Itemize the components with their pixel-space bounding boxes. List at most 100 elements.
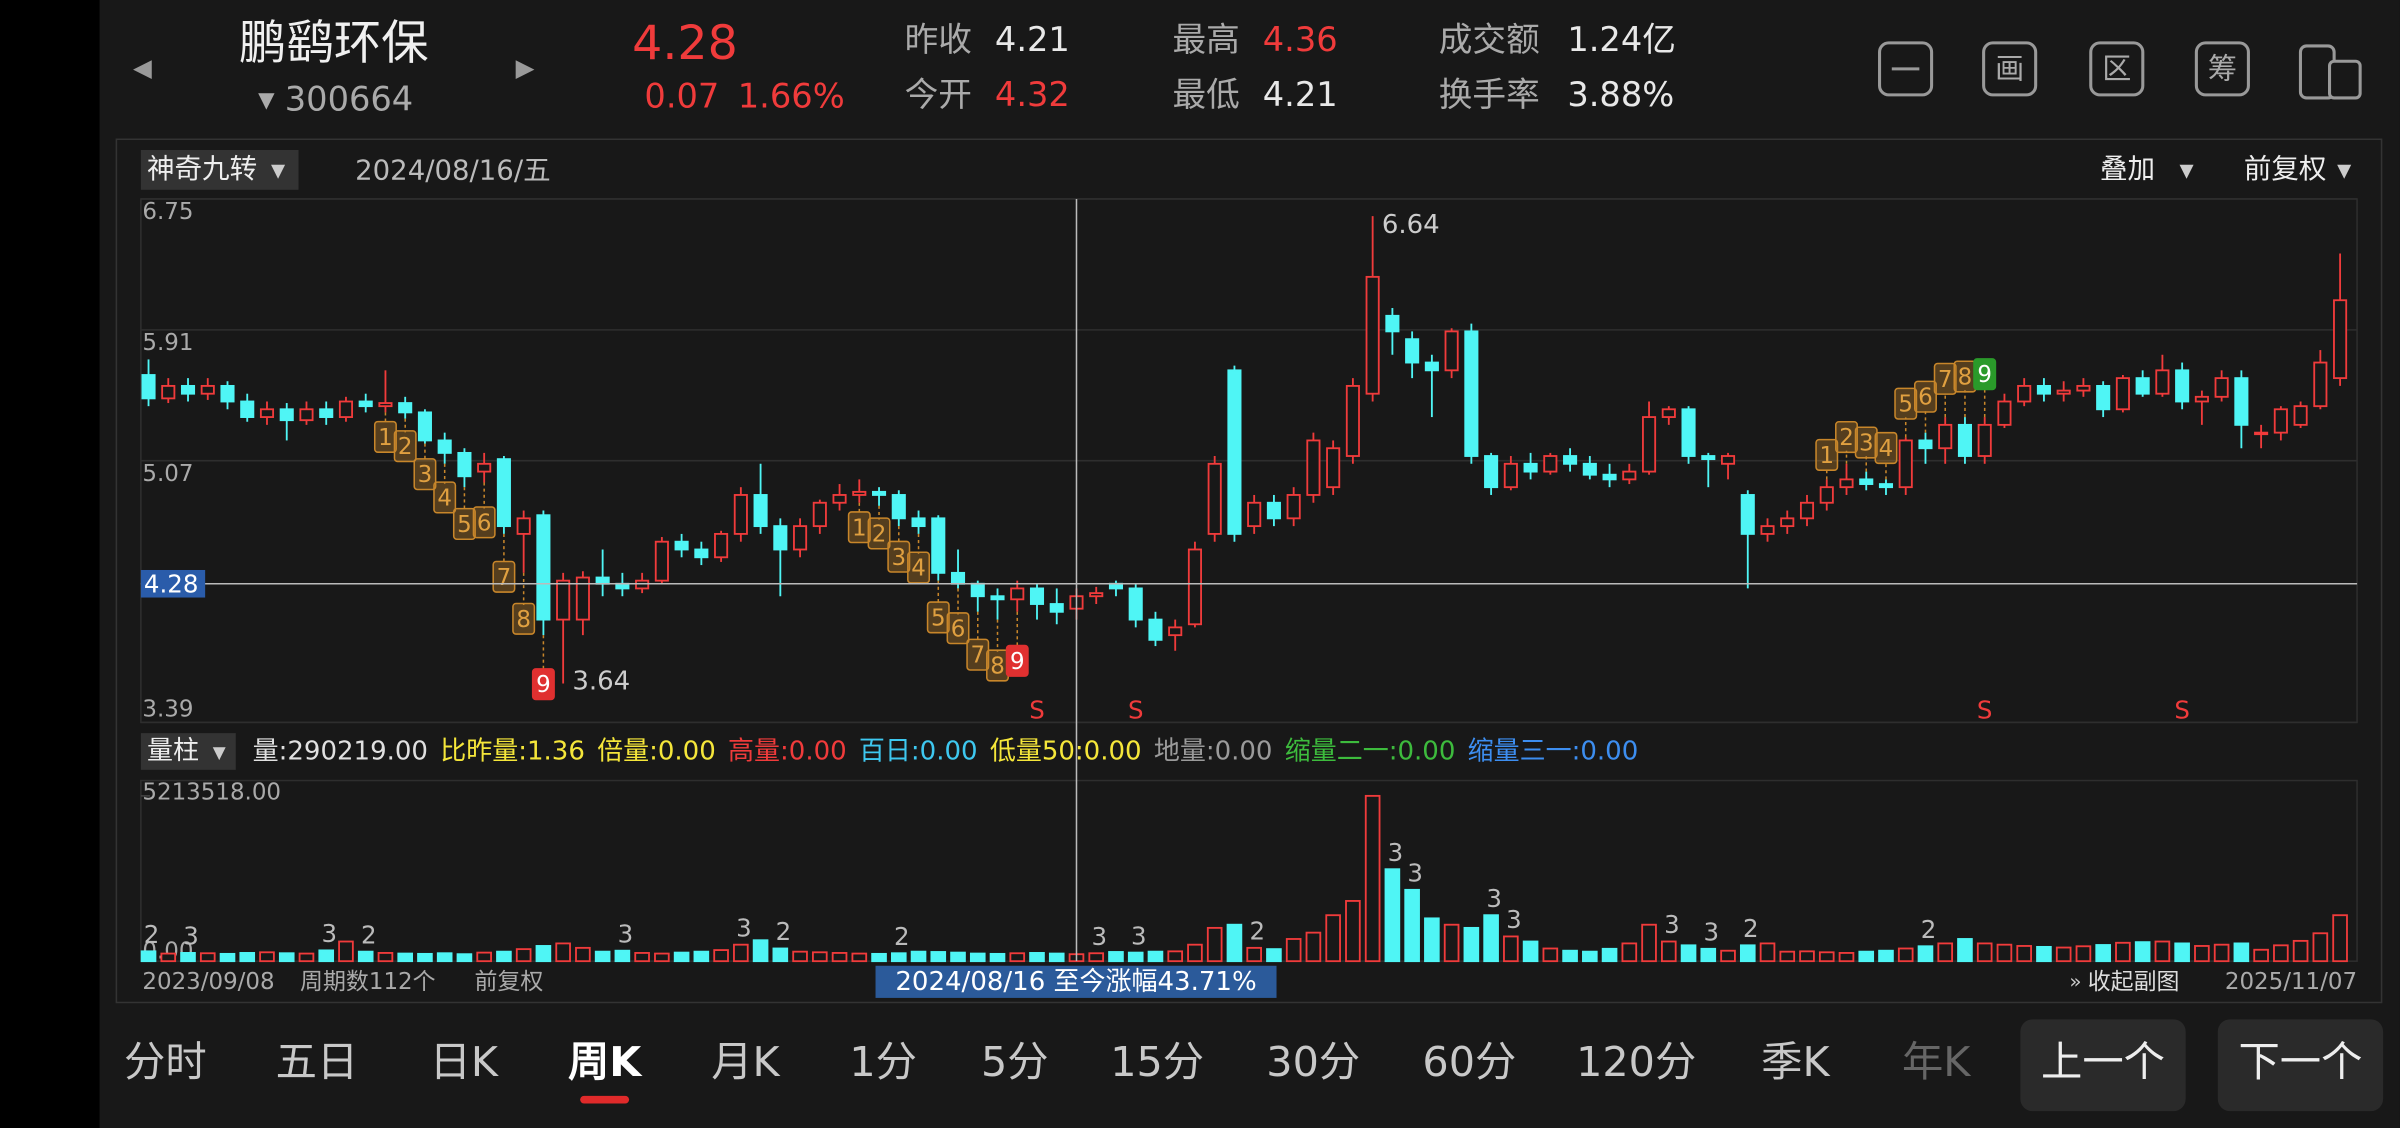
candle [556, 572, 571, 684]
candle-body [1938, 423, 1953, 450]
candle-body [1168, 626, 1183, 637]
indicator-item: 低量50:0.00 [990, 736, 1142, 766]
period-tab[interactable]: 年K [1902, 1038, 1971, 1086]
candle [832, 484, 847, 511]
candle [2017, 378, 2032, 407]
tool-button[interactable] [2194, 41, 2250, 97]
candle-body [1661, 408, 1676, 418]
volume-count: 3 [1388, 838, 1404, 867]
candle [852, 479, 867, 503]
phone-icon[interactable] [2298, 44, 2362, 100]
volume-bar [2213, 943, 2230, 963]
prev-stock[interactable]: ◀ [133, 53, 152, 82]
prev-button-bg[interactable] [2020, 1019, 2186, 1112]
candle [1720, 452, 1736, 480]
collapse-icon[interactable]: » [2069, 970, 2081, 993]
indicator-name[interactable]: 神奇九转 [147, 153, 257, 185]
candle [1819, 479, 1834, 511]
period-tab[interactable]: 1分 [849, 1038, 917, 1086]
candle-body [595, 576, 610, 585]
volume-bar [1660, 940, 1677, 963]
tool-label[interactable]: 画 [1995, 51, 2024, 85]
crosshair-label-box [140, 569, 206, 598]
candle-body [398, 402, 413, 414]
indicator-select[interactable] [140, 149, 299, 190]
volume-bar [1799, 950, 1815, 963]
high-label: 6.64 [1382, 210, 1440, 240]
candle-body [2194, 395, 2209, 403]
candle-body [1918, 439, 1933, 450]
dropdown-arrow: ▼ [271, 160, 286, 181]
period-tab[interactable]: 15分 [1110, 1038, 1204, 1086]
sell-signal: S [1977, 696, 1993, 725]
volume-bar [1838, 952, 1855, 963]
period-tab[interactable]: 季K [1761, 1038, 1830, 1086]
volume-bar [1285, 938, 1302, 963]
volume-bar [634, 952, 650, 963]
candle-body [2333, 299, 2348, 380]
candle [575, 571, 590, 636]
volume-bar [594, 950, 611, 963]
candle-body [911, 517, 926, 528]
volume-bar [1147, 950, 1164, 963]
period-tab[interactable]: 120分 [1576, 1038, 1696, 1086]
volume-bar [1878, 949, 1894, 963]
volume-indicator-select[interactable] [140, 733, 236, 770]
candle [299, 401, 314, 425]
candle-body [161, 384, 176, 400]
period-tab[interactable]: 30分 [1266, 1038, 1360, 1086]
prev-button[interactable]: 上一个 [2041, 1038, 2165, 1086]
next-button[interactable]: 下一个 [2238, 1038, 2362, 1086]
candle-body [1484, 455, 1499, 489]
volume-count: 3 [618, 919, 634, 948]
candle-body [694, 548, 709, 559]
candle [694, 541, 709, 566]
candle [2135, 370, 2150, 397]
volume-indicator-name[interactable]: 量柱 [147, 736, 199, 766]
indicator-item: 比昨量:1.36 [440, 736, 585, 766]
code-arrow[interactable]: ▼ [258, 88, 275, 113]
volume-bar [752, 939, 769, 963]
next-button-bg[interactable] [2217, 1019, 2384, 1112]
candle [635, 572, 650, 594]
period-tab[interactable]: 五日 [276, 1038, 359, 1086]
volume-bar [535, 945, 552, 963]
collapse-button[interactable]: 收起副图 [2088, 969, 2180, 995]
tool-label[interactable]: 筹 [2208, 51, 2237, 85]
indicator-value: 1.36 [527, 736, 585, 766]
candle-body [457, 451, 472, 478]
candle-body [575, 576, 590, 621]
tool-button[interactable] [1982, 41, 2038, 97]
candle [1089, 586, 1104, 605]
nine-turn-count: 6 [477, 510, 492, 536]
period-tab[interactable]: 5分 [981, 1038, 1049, 1086]
candle-body [654, 540, 669, 582]
tool-button[interactable] [2089, 41, 2145, 97]
chart-panel [115, 138, 2383, 1004]
period-tab[interactable]: 日K [430, 1038, 499, 1086]
adjust-button[interactable]: 前复权 [2244, 153, 2327, 185]
tool-label[interactable]: 区 [2102, 51, 2131, 85]
next-stock[interactable]: ▶ [516, 53, 535, 82]
candle-body [279, 408, 294, 422]
candle [1029, 583, 1045, 620]
candle-body [1898, 439, 1913, 489]
candle-body [220, 384, 235, 403]
volume-bar [140, 950, 157, 963]
candle-body [1424, 361, 1439, 372]
period-tab[interactable]: 月K [711, 1038, 780, 1086]
period-tab[interactable]: 周K [568, 1038, 643, 1086]
candle-body [2036, 384, 2051, 395]
volume-bar [713, 949, 729, 963]
volume-bar [1364, 794, 1381, 963]
candle-body [1266, 501, 1281, 520]
period-tab[interactable]: 分时 [124, 1038, 207, 1086]
nine-turn-box [393, 430, 417, 463]
dropdown-arrow: ▼ [2337, 160, 2352, 181]
volume-bar [1779, 950, 1796, 963]
overlay-button[interactable]: 叠加 [2100, 153, 2155, 185]
stat-label: 今开 [905, 75, 972, 114]
period-tab[interactable]: 60分 [1422, 1038, 1516, 1086]
minus-icon[interactable] [1878, 41, 1934, 97]
candle [1859, 471, 1874, 491]
